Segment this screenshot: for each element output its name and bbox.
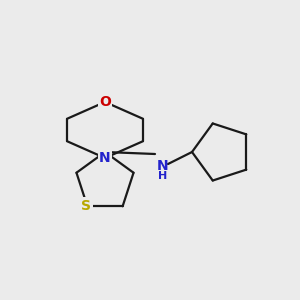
Text: N: N [157,159,169,173]
Text: H: H [158,171,168,181]
Text: S: S [81,199,92,213]
Text: O: O [99,95,111,109]
Text: N: N [99,151,111,165]
